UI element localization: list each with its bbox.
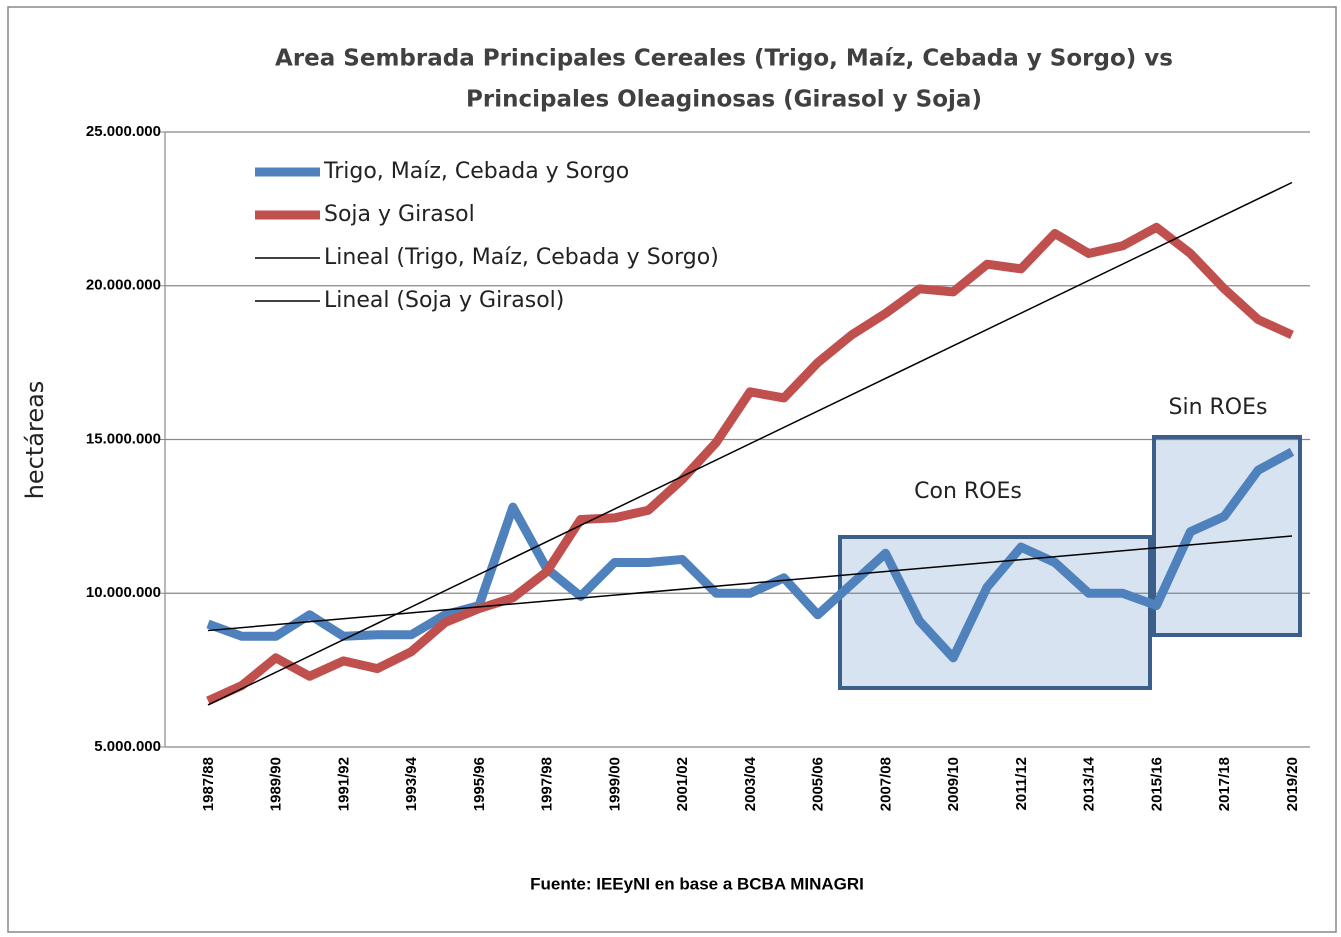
x-tick-label: 2015/16 xyxy=(1148,757,1165,811)
y-tick-label: 25.000.000 xyxy=(86,123,161,140)
x-tick-label: 2009/10 xyxy=(945,757,962,811)
x-tick-label: 2007/08 xyxy=(877,757,894,811)
annotation: Sin ROEs xyxy=(1169,395,1268,420)
y-tick-label: 10.000.000 xyxy=(86,584,161,601)
series-line xyxy=(206,222,1294,705)
x-tick-label: 2001/02 xyxy=(674,757,691,811)
trendline xyxy=(207,181,1293,706)
y-tick-label: 20.000.000 xyxy=(86,277,161,294)
y-tick-label: 15.000.000 xyxy=(86,430,161,447)
x-tick-label: 2017/18 xyxy=(1216,757,1233,811)
y-axis-label: hectáreas xyxy=(21,381,49,500)
x-tick-label: 1995/96 xyxy=(471,757,488,811)
x-tick-label: 1989/90 xyxy=(268,757,285,811)
x-tick-label: 2011/12 xyxy=(1013,757,1030,810)
x-tick-label: 2005/06 xyxy=(810,757,827,811)
chart-frame xyxy=(7,6,1337,933)
legend-label: Trigo, Maíz, Cebada y Sorgo xyxy=(323,159,629,184)
annotation-box xyxy=(1152,435,1302,637)
x-tick-label: 2003/04 xyxy=(742,756,759,811)
chart-title: Principales Oleaginosas (Girasol y Soja) xyxy=(466,87,982,113)
trendline xyxy=(207,535,1293,632)
chart-title: Area Sembrada Principales Cereales (Trig… xyxy=(275,46,1173,72)
series-line xyxy=(206,447,1295,663)
legend-label: Soja y Girasol xyxy=(324,202,475,227)
x-tick-label: 1997/98 xyxy=(539,757,556,811)
legend-label: Lineal (Trigo, Maíz, Cebada y Sorgo) xyxy=(324,245,719,270)
x-tick-label: 1987/88 xyxy=(200,757,217,811)
x-tick-label: 1999/00 xyxy=(606,757,623,811)
x-tick-label: 1991/92 xyxy=(335,757,352,811)
legend-label: Lineal (Soja y Girasol) xyxy=(324,288,564,313)
x-tick-label: 2019/20 xyxy=(1284,757,1301,811)
annotation: Con ROEs xyxy=(914,479,1022,504)
source: Fuente: IEEyNI en base a BCBA MINAGRI xyxy=(530,874,864,893)
x-tick-label: 2013/14 xyxy=(1081,756,1098,811)
y-tick-label: 5.000.000 xyxy=(94,738,161,755)
x-tick-label: 1993/94 xyxy=(403,756,420,811)
